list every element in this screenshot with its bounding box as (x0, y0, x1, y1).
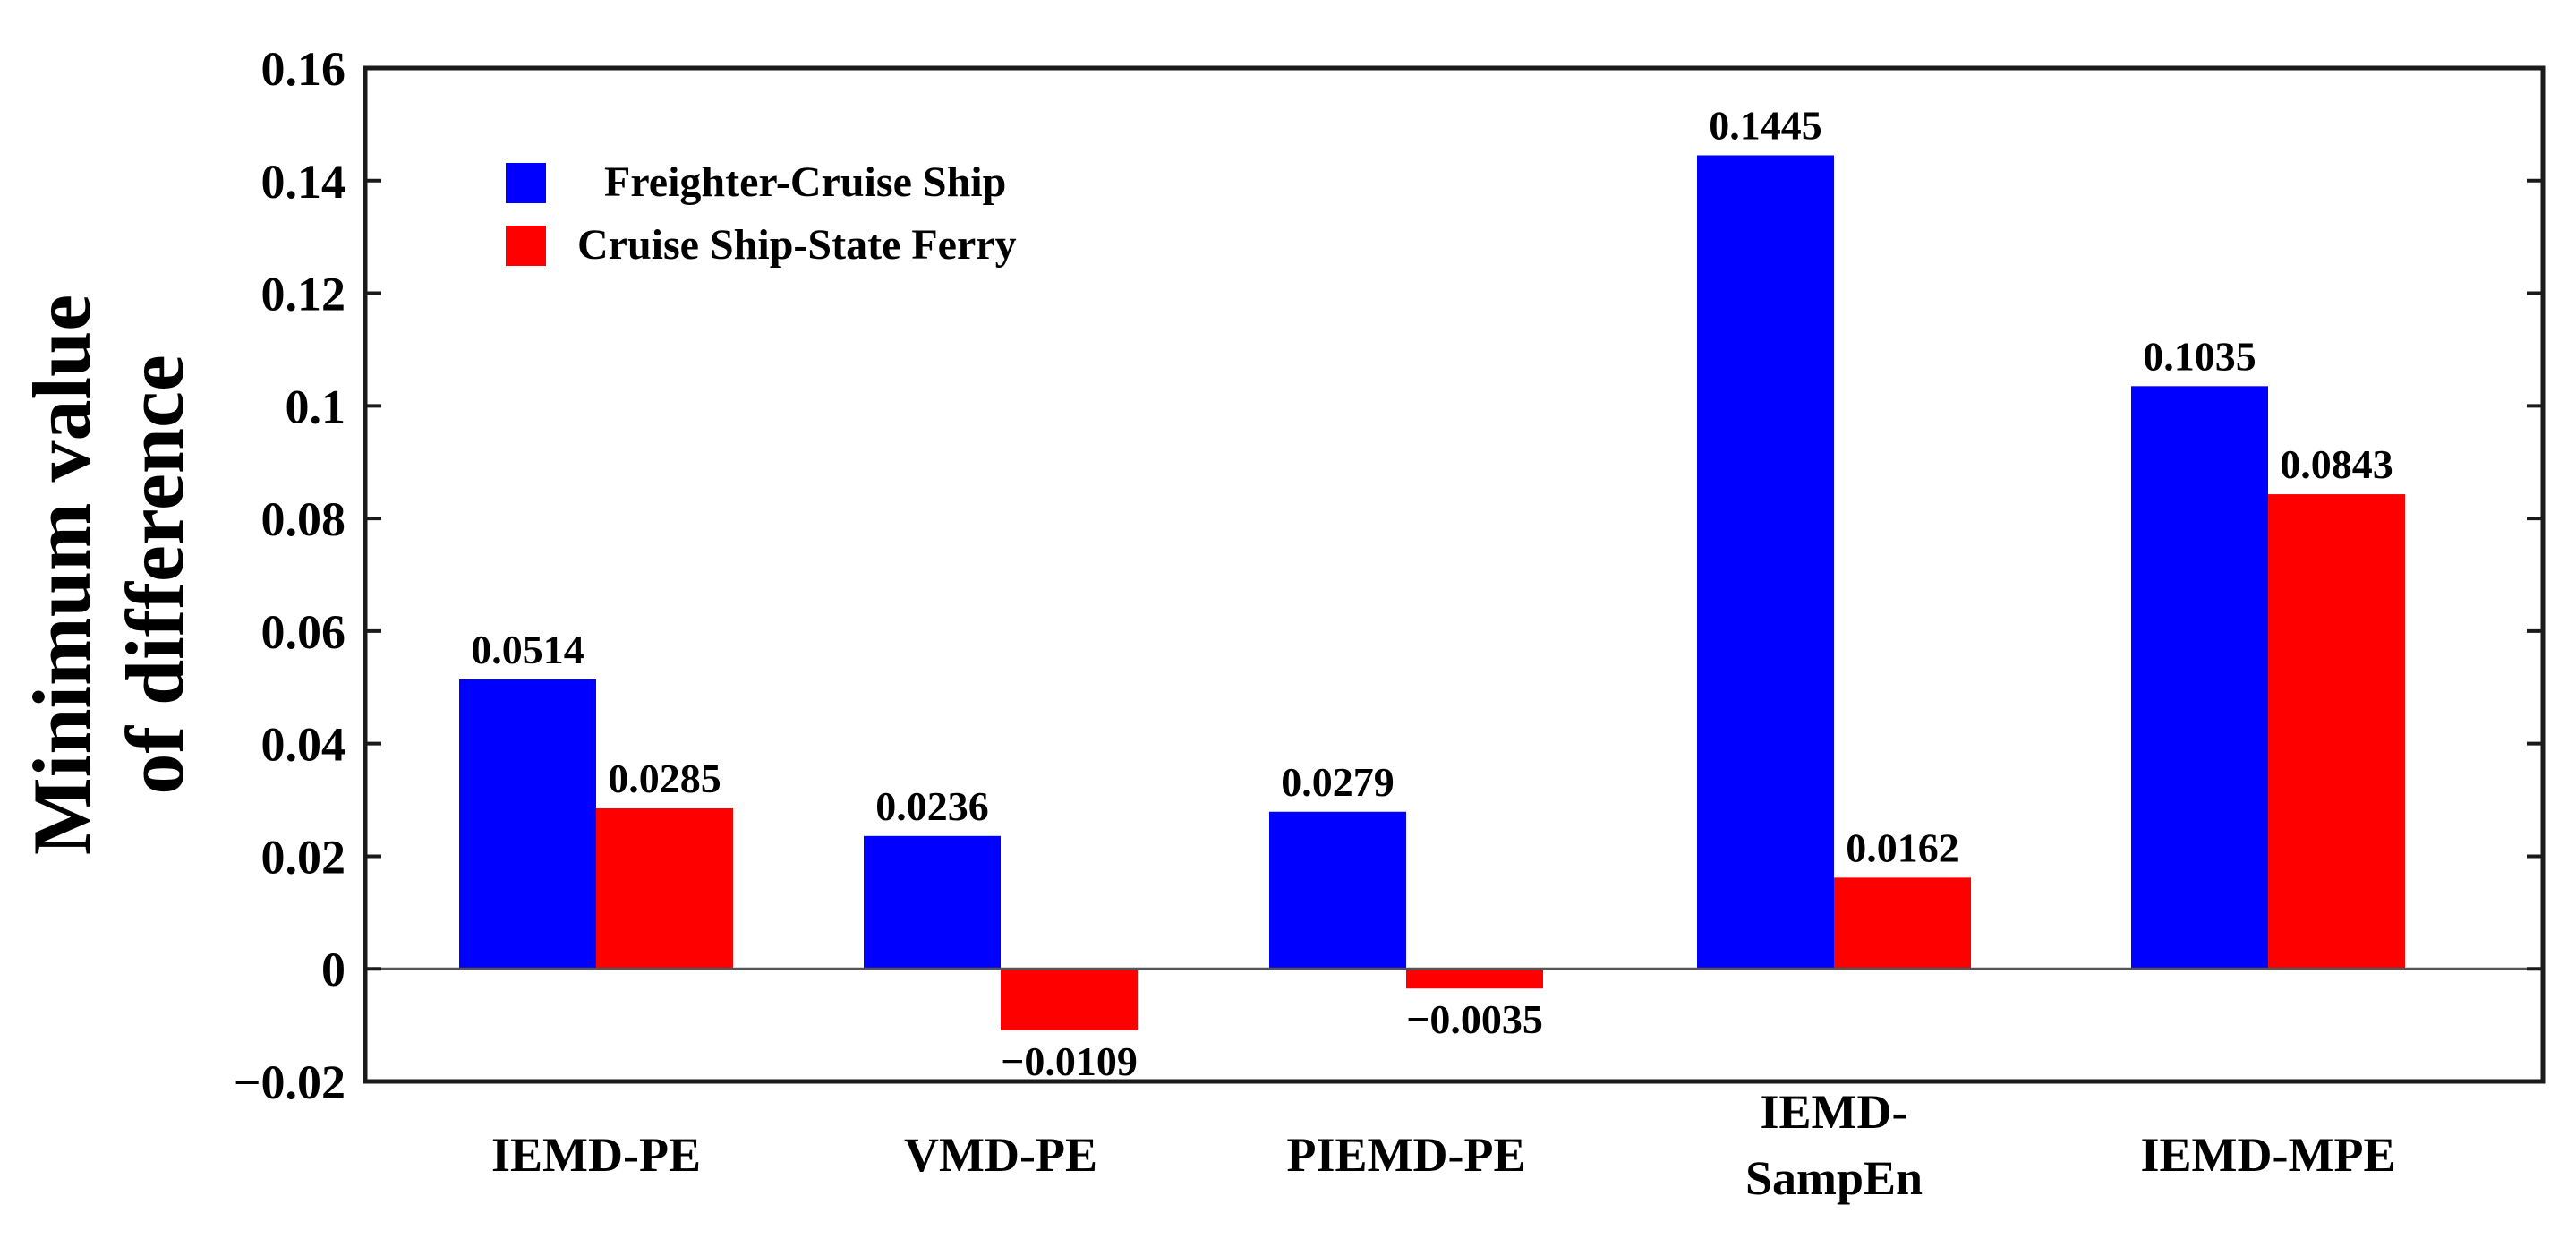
x-category-label-line: IEMD-MPE (2141, 1128, 2396, 1182)
y-tick-label: 0.04 (261, 718, 346, 772)
y-axis-title: Minimum valueof difference (16, 295, 200, 855)
bars (459, 155, 2405, 1030)
y-tick-label: 0.1 (286, 380, 346, 433)
data-label: 0.0514 (471, 627, 584, 672)
bar (459, 679, 596, 970)
y-tick-label: 0.14 (261, 155, 346, 209)
data-label: 0.0279 (1281, 759, 1395, 805)
y-tick-label: −0.02 (234, 1055, 345, 1109)
y-ticks: −0.02 0 0.02 0.04 0.06 0.08 0.1 0.12 0.14 0.16 (234, 42, 2543, 1109)
bar (1697, 155, 1834, 970)
x-category-label: VMD-PE (904, 1128, 1097, 1182)
y-axis-label-line: of difference (109, 355, 200, 794)
data-label: 0.0162 (1846, 825, 1959, 870)
data-label: 0.0236 (875, 783, 989, 829)
data-label: −0.0035 (1406, 996, 1543, 1042)
data-label: 0.1445 (1709, 102, 1822, 148)
bar (1834, 877, 1971, 970)
x-category-label-line: VMD-PE (904, 1128, 1097, 1182)
y-tick-label: 0.16 (261, 42, 346, 96)
y-tick-label: 0.08 (261, 492, 346, 546)
data-label: 0.1035 (2143, 333, 2256, 379)
x-category-label: IEMD-PE (491, 1128, 701, 1182)
bar (864, 835, 1001, 970)
category-labels: IEMD-PE VMD-PE PIEMD-PE IEMD- SampEn IEMD-MPE (491, 1085, 2395, 1205)
legend: Freighter-Cruise Ship Cruise Ship-State F… (506, 158, 1017, 269)
plot-frame (363, 65, 2546, 1084)
x-category-label-line: IEMD- (1761, 1085, 1908, 1139)
bar (1406, 969, 1543, 989)
bar (2131, 386, 2268, 970)
legend-label: Freighter-Cruise Ship (604, 158, 1006, 206)
bar (596, 807, 733, 970)
legend-swatch (506, 163, 546, 203)
y-tick-label: 0.12 (261, 268, 346, 321)
data-label: 0.0843 (2280, 441, 2393, 487)
x-category-label-line: IEMD-PE (491, 1128, 701, 1182)
bar (2268, 494, 2405, 970)
x-category-label: PIEMD-PE (1287, 1128, 1526, 1182)
y-axis-label: Minimum valueof difference (16, 295, 200, 855)
y-tick-label: 0.06 (261, 605, 346, 659)
bar (1001, 969, 1138, 1030)
legend-swatch (506, 226, 546, 266)
data-label: 0.0285 (608, 756, 721, 801)
y-tick-label: 0 (321, 943, 345, 996)
y-tick-label: 0.02 (261, 830, 346, 884)
axes (363, 65, 2546, 1084)
data-labels: 0.0514 0.0236 0.0279 0.1445 0.1035 0.0285 −0.0… (471, 102, 2393, 1083)
x-category-label: IEMD-MPE (2141, 1128, 2396, 1182)
y-axis-label-line: Minimum value (16, 295, 107, 855)
data-label: −0.0109 (1001, 1038, 1138, 1084)
bar (1269, 811, 1406, 970)
x-category-label-line: PIEMD-PE (1287, 1128, 1526, 1182)
legend-label: Cruise Ship-State Ferry (577, 221, 1017, 269)
x-category-label: IEMD- SampEn (1745, 1085, 1923, 1205)
x-category-label-line: SampEn (1745, 1151, 1923, 1205)
